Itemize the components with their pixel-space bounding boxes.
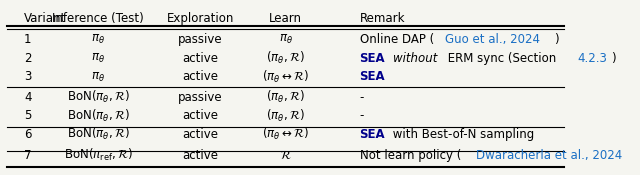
Text: Remark: Remark — [360, 12, 405, 25]
Text: $\pi_\theta$: $\pi_\theta$ — [91, 71, 105, 83]
Text: active: active — [182, 149, 218, 162]
Text: $\mathrm{BoN}(\pi_{\mathrm{ref}}, \mathcal{R})$: $\mathrm{BoN}(\pi_{\mathrm{ref}}, \mathc… — [63, 147, 132, 163]
Text: $\mathcal{R}$: $\mathcal{R}$ — [280, 149, 291, 162]
Text: -: - — [360, 109, 364, 122]
Text: ERM sync (Section: ERM sync (Section — [444, 52, 560, 65]
Text: active: active — [182, 52, 218, 65]
Text: Online DAP (: Online DAP ( — [360, 33, 434, 46]
Text: $(\pi_\theta \leftrightarrow \mathcal{R})$: $(\pi_\theta \leftrightarrow \mathcal{R}… — [262, 69, 309, 85]
Text: $\pi_\theta$: $\pi_\theta$ — [278, 33, 292, 46]
Text: $(\pi_\theta \leftrightarrow \mathcal{R})$: $(\pi_\theta \leftrightarrow \mathcal{R}… — [262, 126, 309, 142]
Text: SEA: SEA — [360, 52, 385, 65]
Text: -: - — [360, 91, 364, 104]
Text: without: without — [393, 52, 438, 65]
Text: Variant: Variant — [24, 12, 67, 25]
Text: 1: 1 — [24, 33, 31, 46]
Text: Dwaracherla et al., 2024: Dwaracherla et al., 2024 — [476, 149, 622, 162]
Text: 4.2.3: 4.2.3 — [577, 52, 607, 65]
Text: $(\pi_\theta, \mathcal{R})$: $(\pi_\theta, \mathcal{R})$ — [266, 107, 305, 124]
Text: $\mathrm{BoN}(\pi_\theta, \mathcal{R})$: $\mathrm{BoN}(\pi_\theta, \mathcal{R})$ — [67, 89, 129, 105]
Text: SEA: SEA — [360, 128, 385, 141]
Text: passive: passive — [178, 33, 223, 46]
Text: 7: 7 — [24, 149, 31, 162]
Text: $\pi_\theta$: $\pi_\theta$ — [91, 52, 105, 65]
Text: Not learn policy (: Not learn policy ( — [360, 149, 461, 162]
Text: active: active — [182, 71, 218, 83]
Text: $\pi_\theta$: $\pi_\theta$ — [91, 33, 105, 46]
Text: 3: 3 — [24, 71, 31, 83]
Text: Exploration: Exploration — [166, 12, 234, 25]
Text: 4: 4 — [24, 91, 31, 104]
Text: Learn: Learn — [269, 12, 302, 25]
Text: $(\pi_\theta, \mathcal{R})$: $(\pi_\theta, \mathcal{R})$ — [266, 50, 305, 66]
Text: 2: 2 — [24, 52, 31, 65]
Text: with Best-of-N sampling: with Best-of-N sampling — [389, 128, 534, 141]
Text: Guo et al., 2024: Guo et al., 2024 — [445, 33, 540, 46]
Text: 6: 6 — [24, 128, 31, 141]
Text: active: active — [182, 128, 218, 141]
Text: $\mathrm{BoN}(\pi_\theta, \mathcal{R})$: $\mathrm{BoN}(\pi_\theta, \mathcal{R})$ — [67, 107, 129, 124]
Text: 5: 5 — [24, 109, 31, 122]
Text: SEA: SEA — [360, 71, 385, 83]
Text: ): ) — [554, 33, 558, 46]
Text: ): ) — [611, 52, 616, 65]
Text: Inference (Test): Inference (Test) — [52, 12, 144, 25]
Text: active: active — [182, 109, 218, 122]
Text: $\mathrm{BoN}(\pi_\theta, \mathcal{R})$: $\mathrm{BoN}(\pi_\theta, \mathcal{R})$ — [67, 126, 129, 142]
Text: passive: passive — [178, 91, 223, 104]
Text: $(\pi_\theta, \mathcal{R})$: $(\pi_\theta, \mathcal{R})$ — [266, 89, 305, 105]
